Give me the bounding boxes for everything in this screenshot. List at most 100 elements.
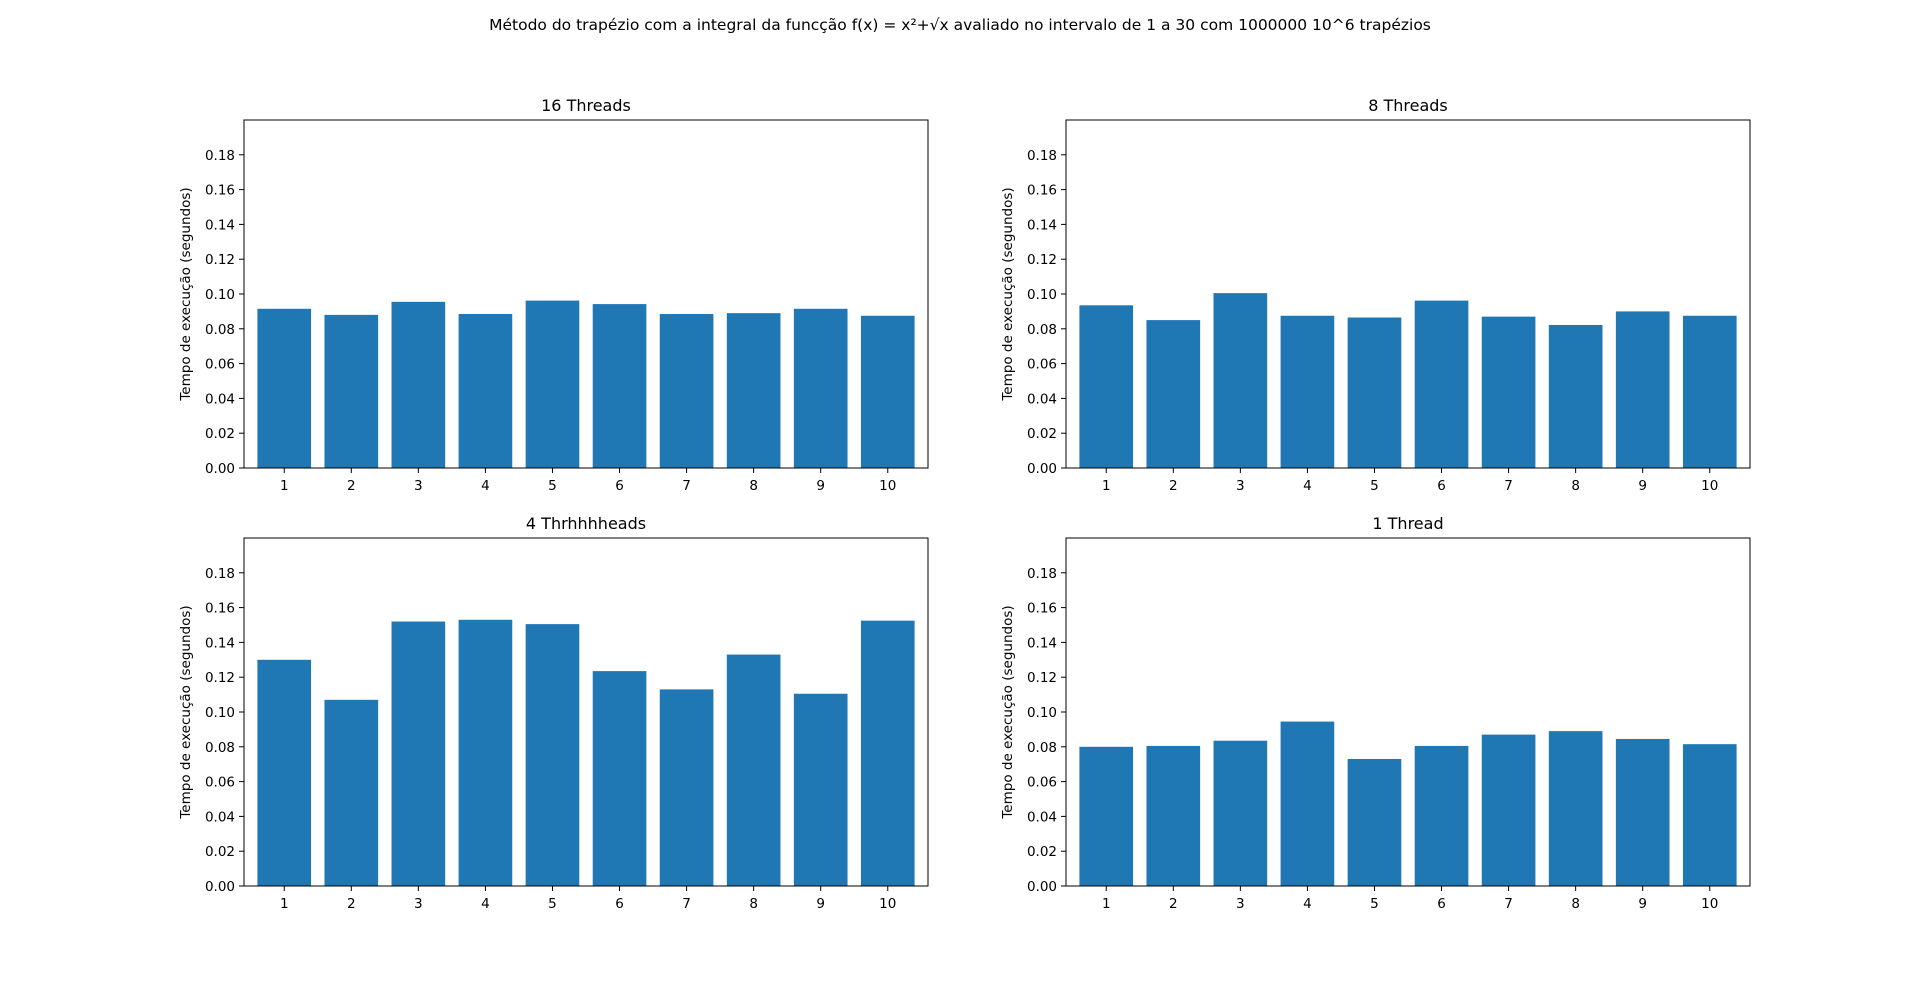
y-tick-label: 0.16 bbox=[205, 183, 235, 199]
y-tick-label: 0.14 bbox=[205, 217, 235, 233]
subplot-2: 0.00 0.02 0.04 0.06 0.08 0.10 0.12 0.14 0.16 0.18… bbox=[1000, 96, 1751, 494]
x-tick-label: 3 bbox=[414, 896, 423, 912]
y-tick-label: 0.08 bbox=[205, 740, 235, 756]
y-axis-label: Tempo de execução (segundos) bbox=[178, 605, 194, 819]
x-tick-label: 5 bbox=[548, 896, 557, 912]
bar-5 bbox=[525, 624, 580, 886]
y-tick-label: 0.14 bbox=[205, 635, 235, 651]
y-tick-label: 0.12 bbox=[205, 670, 235, 686]
bar-1 bbox=[1079, 305, 1134, 468]
x-tick-label: 8 bbox=[749, 896, 758, 912]
x-tick-label: 4 bbox=[481, 478, 490, 494]
x-tick-label: 10 bbox=[879, 896, 896, 912]
x-tick-label: 6 bbox=[615, 896, 624, 912]
y-tick-label: 0.10 bbox=[205, 705, 235, 721]
y-tick-label: 0.08 bbox=[205, 322, 235, 338]
x-tick-label: 3 bbox=[1236, 478, 1245, 494]
bar-2 bbox=[1146, 320, 1201, 468]
bar-8 bbox=[1548, 731, 1603, 886]
bar-9 bbox=[793, 693, 848, 886]
bar-8 bbox=[726, 654, 781, 886]
x-tick-label: 2 bbox=[347, 478, 356, 494]
x-tick-label: 2 bbox=[347, 896, 356, 912]
x-tick-label: 9 bbox=[1638, 478, 1647, 494]
x-tick-label: 8 bbox=[1571, 478, 1580, 494]
y-tick-label: 0.08 bbox=[1027, 322, 1057, 338]
bar-7 bbox=[659, 314, 714, 468]
y-tick-label: 0.00 bbox=[1027, 461, 1057, 477]
y-tick-label: 0.04 bbox=[205, 391, 235, 407]
bar-10 bbox=[1682, 315, 1737, 468]
bar-6 bbox=[592, 304, 647, 468]
y-tick-label: 0.18 bbox=[205, 148, 235, 164]
x-tick-label: 3 bbox=[1236, 896, 1245, 912]
y-tick-label: 0.10 bbox=[1027, 705, 1057, 721]
bar-5 bbox=[1347, 758, 1402, 886]
y-tick-label: 0.14 bbox=[1027, 635, 1057, 651]
x-tick-label: 9 bbox=[816, 478, 825, 494]
bar-2 bbox=[324, 699, 379, 886]
bar-3 bbox=[1213, 740, 1268, 886]
x-tick-label: 9 bbox=[1638, 896, 1647, 912]
x-tick-label: 1 bbox=[1102, 478, 1111, 494]
subplot-title: 1 Thread bbox=[1372, 514, 1443, 533]
x-tick-label: 7 bbox=[682, 478, 691, 494]
bar-7 bbox=[1481, 734, 1536, 886]
bar-10 bbox=[860, 620, 915, 886]
y-tick-label: 0.06 bbox=[205, 357, 235, 373]
bar-1 bbox=[257, 659, 312, 886]
y-tick-label: 0.04 bbox=[1027, 809, 1057, 825]
subplot-4: 0.00 0.02 0.04 0.06 0.08 0.10 0.12 0.14 0.16 0.18… bbox=[1000, 514, 1751, 912]
x-tick-label: 7 bbox=[682, 896, 691, 912]
subplot-1: 0.00 0.02 0.04 0.06 0.08 0.10 0.12 0.14 0.16 0.18… bbox=[178, 96, 929, 494]
bar-6 bbox=[592, 671, 647, 886]
y-tick-label: 0.04 bbox=[205, 809, 235, 825]
x-tick-label: 8 bbox=[749, 478, 758, 494]
bar-4 bbox=[1280, 721, 1335, 886]
x-tick-label: 2 bbox=[1169, 896, 1178, 912]
y-tick-label: 0.02 bbox=[1027, 426, 1057, 442]
y-tick-label: 0.12 bbox=[1027, 252, 1057, 268]
bar-4 bbox=[458, 314, 513, 468]
bar-6 bbox=[1414, 745, 1469, 886]
bar-10 bbox=[860, 315, 915, 468]
bar-9 bbox=[793, 308, 848, 468]
x-tick-label: 8 bbox=[1571, 896, 1580, 912]
y-axis-label: Tempo de execução (segundos) bbox=[178, 187, 194, 401]
x-tick-label: 10 bbox=[1701, 478, 1718, 494]
y-tick-label: 0.12 bbox=[205, 252, 235, 268]
x-tick-label: 1 bbox=[1102, 896, 1111, 912]
y-tick-label: 0.06 bbox=[1027, 775, 1057, 791]
bar-3 bbox=[1213, 293, 1268, 468]
bar-8 bbox=[726, 313, 781, 468]
x-tick-label: 1 bbox=[280, 896, 289, 912]
y-axis-label: Tempo de execução (segundos) bbox=[1000, 605, 1016, 819]
bar-6 bbox=[1414, 300, 1469, 468]
x-tick-label: 1 bbox=[280, 478, 289, 494]
y-tick-label: 0.00 bbox=[205, 461, 235, 477]
bar-3 bbox=[391, 301, 446, 468]
x-tick-label: 3 bbox=[414, 478, 423, 494]
y-tick-label: 0.06 bbox=[1027, 357, 1057, 373]
x-tick-label: 5 bbox=[1370, 478, 1379, 494]
bar-7 bbox=[659, 689, 714, 886]
subplot-title: 16 Threads bbox=[541, 96, 631, 115]
y-tick-label: 0.16 bbox=[1027, 183, 1057, 199]
y-tick-label: 0.10 bbox=[1027, 287, 1057, 303]
x-tick-label: 2 bbox=[1169, 478, 1178, 494]
subplot-title: 8 Threads bbox=[1368, 96, 1448, 115]
x-tick-label: 4 bbox=[1303, 478, 1312, 494]
subplot-3: 0.00 0.02 0.04 0.06 0.08 0.10 0.12 0.14 0.16 0.18… bbox=[178, 514, 929, 912]
y-tick-label: 0.10 bbox=[205, 287, 235, 303]
y-tick-label: 0.02 bbox=[205, 426, 235, 442]
bar-5 bbox=[525, 300, 580, 468]
bar-1 bbox=[257, 308, 312, 468]
x-tick-label: 6 bbox=[1437, 896, 1446, 912]
bar-4 bbox=[458, 619, 513, 886]
bar-8 bbox=[1548, 324, 1603, 468]
y-tick-label: 0.14 bbox=[1027, 217, 1057, 233]
bar-7 bbox=[1481, 316, 1536, 468]
y-tick-label: 0.00 bbox=[1027, 879, 1057, 895]
y-tick-label: 0.18 bbox=[205, 566, 235, 582]
y-axis-label: Tempo de execução (segundos) bbox=[1000, 187, 1016, 401]
